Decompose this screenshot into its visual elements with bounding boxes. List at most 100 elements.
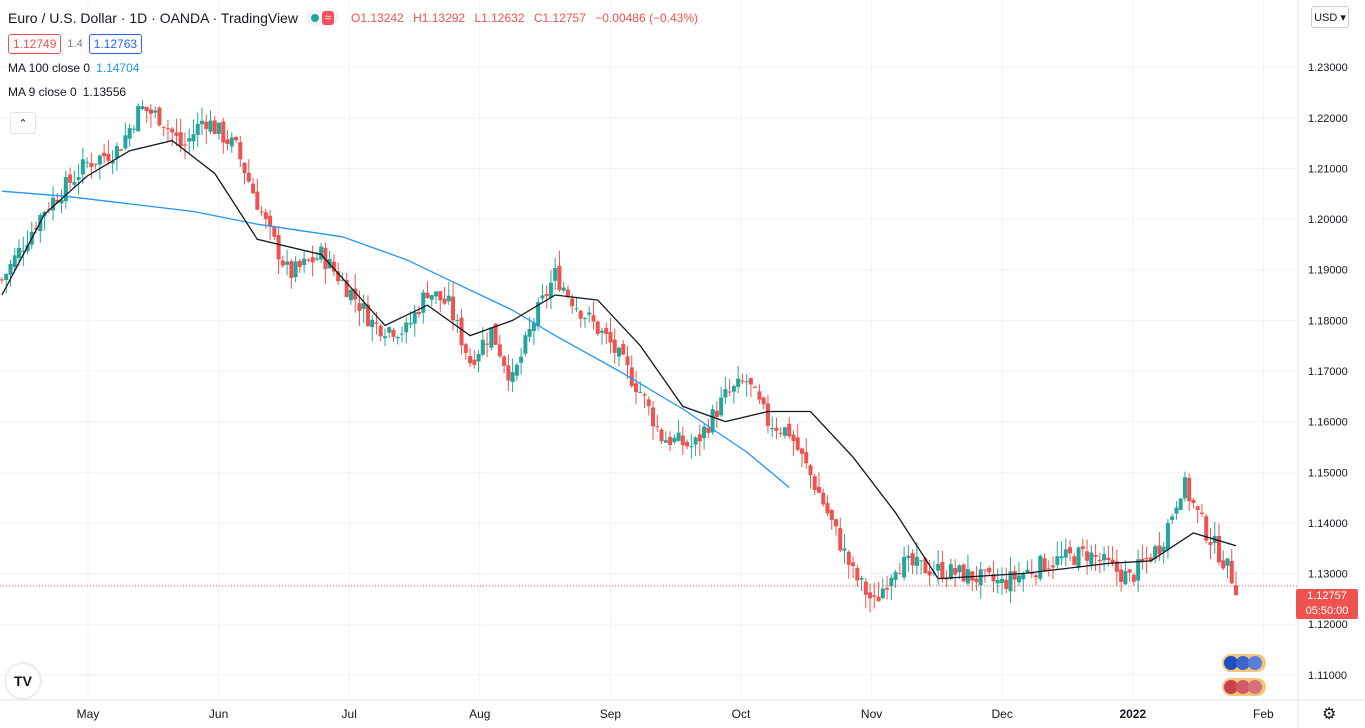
price-tick-label: 1.19000	[1308, 265, 1348, 277]
candle-body	[1046, 568, 1051, 570]
candle-body	[1106, 557, 1111, 561]
eu-flag-events-icon[interactable]	[1222, 654, 1266, 672]
symbol-title[interactable]: Euro / U.S. Dollar · 1D · OANDA · Tradin…	[8, 10, 298, 26]
candle-body	[587, 312, 592, 315]
candle-body	[851, 562, 856, 566]
candle-body	[374, 322, 379, 324]
candle-body	[302, 258, 307, 266]
candle-body	[1004, 579, 1009, 590]
market-status-pill[interactable]: ≈	[305, 10, 339, 26]
buy-price-button[interactable]: 1.12763	[88, 34, 143, 54]
candle-body	[651, 407, 656, 427]
last-price-value: 1.12757	[1307, 590, 1347, 602]
candle-body	[723, 389, 728, 398]
candle-body	[1097, 559, 1102, 562]
spread-value: 1.4	[67, 38, 83, 50]
candle-body	[961, 564, 966, 582]
candle-body	[731, 386, 736, 392]
candle-body	[225, 139, 230, 145]
sell-price-button[interactable]: 1.12749	[8, 34, 62, 54]
candle-body	[902, 556, 907, 578]
events-markers[interactable]	[1222, 654, 1266, 702]
candle-body	[455, 320, 460, 322]
ma9-label: MA 9 close 0	[8, 85, 77, 99]
candle-body	[357, 303, 362, 311]
collapse-legend-button[interactable]: ⌃	[10, 112, 36, 134]
candle-body	[702, 426, 707, 439]
candle-body	[872, 595, 877, 597]
candle-body	[617, 347, 621, 357]
candle-body	[646, 399, 651, 407]
time-tick-label: Aug	[469, 707, 490, 721]
candle-body	[770, 428, 775, 430]
currency-selector[interactable]: USD ▾	[1311, 6, 1349, 28]
candle-body	[1093, 554, 1098, 557]
candle-body	[182, 144, 187, 146]
candle-body	[353, 288, 358, 300]
candle-body	[689, 446, 694, 448]
candle-body	[1021, 573, 1026, 580]
ma9-legend[interactable]: MA 9 close 0 1.13556	[8, 82, 704, 102]
market-open-dot-icon	[310, 14, 319, 22]
candle-body	[480, 339, 485, 355]
candle-body	[123, 135, 128, 149]
candle-body	[889, 577, 894, 587]
candle-body	[199, 120, 204, 125]
candle-body	[119, 149, 124, 151]
candle-body	[659, 429, 664, 442]
candle-body	[1187, 477, 1192, 502]
candle-body	[242, 162, 247, 174]
candle-body	[510, 372, 515, 383]
candle-body	[974, 578, 979, 583]
candle-body	[421, 292, 426, 313]
candle-body	[365, 304, 370, 327]
candle-body	[12, 255, 17, 268]
candle-body	[293, 261, 298, 278]
price-tick-label: 1.13000	[1308, 569, 1348, 581]
candle-body	[446, 295, 451, 302]
candle-body	[502, 356, 507, 366]
candle-body	[344, 279, 349, 298]
us-flag-events-icon[interactable]	[1222, 678, 1266, 696]
ma100-line	[1, 190, 790, 488]
candle-body	[753, 386, 758, 388]
candle-body	[412, 311, 417, 324]
candle-body	[634, 383, 639, 393]
candle-body	[757, 391, 762, 400]
time-tick-label: Dec	[992, 707, 1013, 721]
candle-body	[574, 308, 579, 310]
candle-body	[536, 302, 541, 327]
candle-body	[297, 260, 302, 267]
candle-body	[174, 132, 179, 136]
candle-body	[361, 303, 366, 309]
candle-body	[565, 289, 570, 296]
ma100-legend[interactable]: MA 100 close 0 1.14704	[8, 58, 704, 78]
candle-body	[485, 343, 490, 345]
candle-body	[55, 199, 60, 203]
candle-body	[897, 573, 902, 575]
price-tick-label: 1.20000	[1308, 214, 1348, 226]
candle-body	[17, 248, 22, 258]
price-tick-label: 1.14000	[1308, 518, 1348, 530]
candle-body	[868, 592, 873, 599]
gear-icon[interactable]: ⚙	[1322, 706, 1337, 723]
candle-body	[131, 128, 136, 130]
candle-body	[314, 258, 319, 260]
candle-body	[1161, 546, 1166, 552]
candle-body	[434, 291, 439, 297]
candle-body	[1063, 549, 1068, 558]
candle-body	[527, 328, 532, 337]
candle-body	[157, 107, 162, 126]
candle-body	[1008, 571, 1013, 592]
candle-body	[102, 152, 107, 157]
time-tick-label: Oct	[732, 707, 751, 721]
candle-body	[319, 246, 324, 260]
candle-body	[531, 322, 536, 331]
price-tick-label: 1.23000	[1308, 62, 1348, 74]
tradingview-logo-icon[interactable]: TV	[6, 664, 40, 698]
candle-body	[255, 191, 260, 210]
candle-body	[459, 317, 464, 346]
candle-body	[604, 327, 609, 334]
time-tick-label: Feb	[1253, 707, 1274, 721]
